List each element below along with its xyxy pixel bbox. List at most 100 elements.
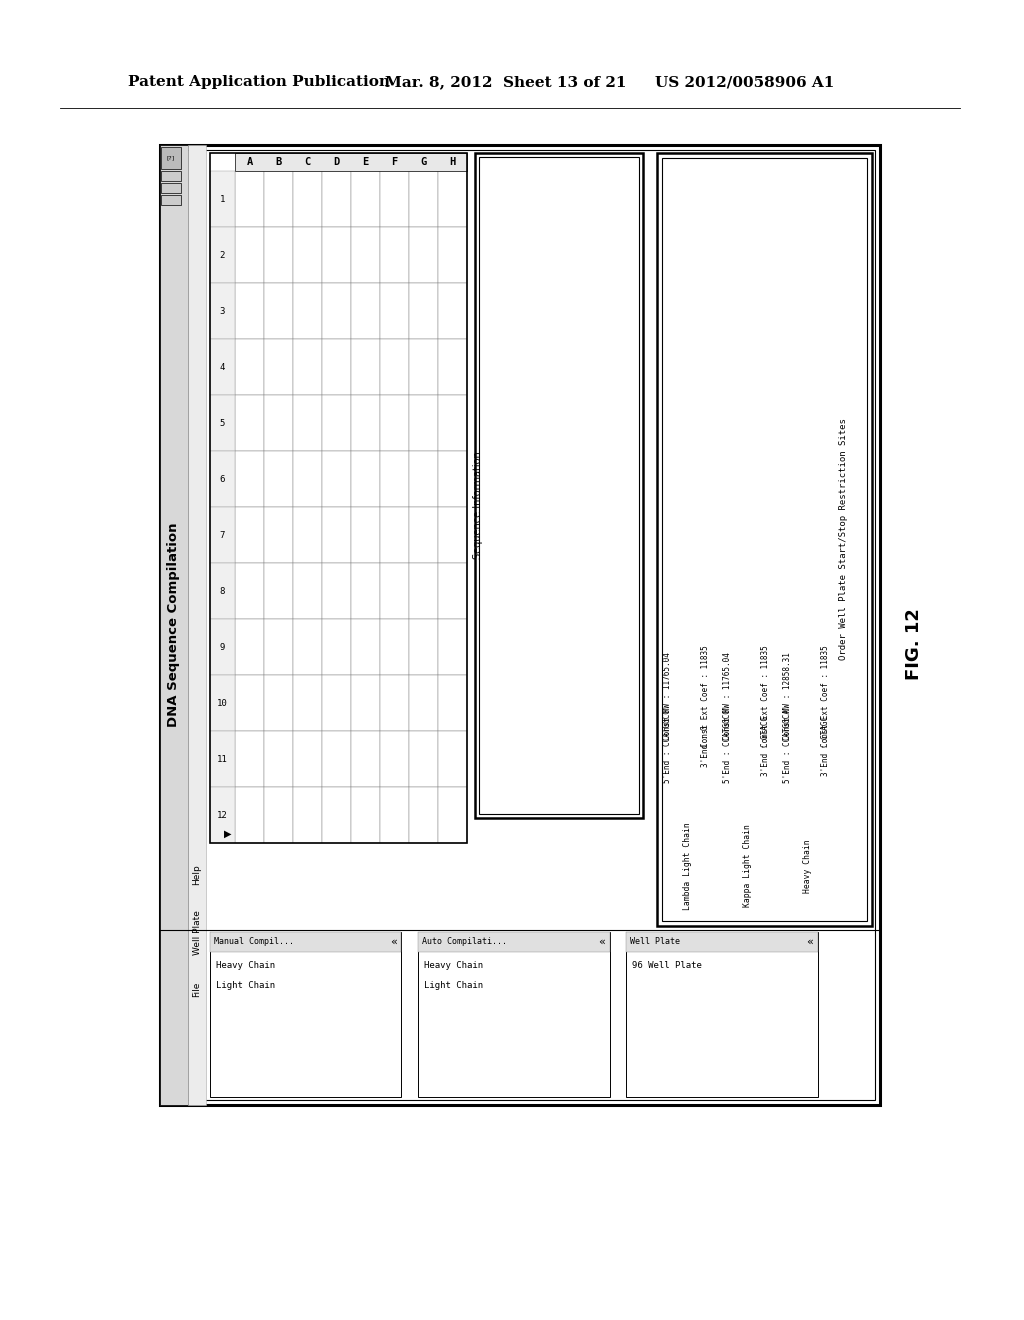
Text: Const Ext Coef : 11835: Const Ext Coef : 11835 xyxy=(761,645,769,747)
Bar xyxy=(418,932,609,1097)
Bar xyxy=(380,619,409,675)
Bar xyxy=(475,153,643,818)
Text: 8: 8 xyxy=(220,586,225,595)
Bar xyxy=(662,158,867,921)
Text: H: H xyxy=(450,157,456,168)
Text: Patent Application Publication: Patent Application Publication xyxy=(128,75,390,88)
Bar xyxy=(264,787,293,843)
Bar xyxy=(293,282,322,339)
Bar xyxy=(210,451,234,507)
Text: ▶: ▶ xyxy=(223,829,231,840)
Bar xyxy=(380,787,409,843)
Bar xyxy=(351,787,380,843)
Text: 4: 4 xyxy=(220,363,225,371)
Text: Const MW : 11765.04: Const MW : 11765.04 xyxy=(663,652,672,741)
Text: US 2012/0058906 A1: US 2012/0058906 A1 xyxy=(655,75,835,88)
Text: 3'End : CTAGC: 3'End : CTAGC xyxy=(820,715,829,776)
Bar xyxy=(293,731,322,787)
Text: FIG. 12: FIG. 12 xyxy=(905,609,923,680)
Bar xyxy=(210,675,234,731)
Text: 3'End : GTACG: 3'End : GTACG xyxy=(761,715,769,776)
Text: B: B xyxy=(275,157,282,168)
Bar xyxy=(322,731,351,787)
Text: 5'End : CCATGGCG: 5'End : CCATGGCG xyxy=(663,709,672,783)
Bar xyxy=(264,507,293,564)
Bar xyxy=(351,731,380,787)
Text: Heavy Chain: Heavy Chain xyxy=(803,840,811,892)
Text: Heavy Chain: Heavy Chain xyxy=(424,961,483,970)
Bar xyxy=(351,507,380,564)
Text: DNA Sequence Compilation: DNA Sequence Compilation xyxy=(168,523,180,727)
Bar xyxy=(438,339,467,395)
Text: Mar. 8, 2012  Sheet 13 of 21: Mar. 8, 2012 Sheet 13 of 21 xyxy=(385,75,627,88)
Bar xyxy=(409,619,438,675)
Text: 7: 7 xyxy=(220,531,225,540)
Bar xyxy=(161,183,181,193)
Bar xyxy=(210,619,234,675)
Bar xyxy=(188,145,206,1105)
Text: [?]: [?] xyxy=(167,156,175,161)
Text: 3'End : G: 3'End : G xyxy=(700,725,710,767)
Bar xyxy=(351,675,380,731)
Text: Const MW : 12858.31: Const MW : 12858.31 xyxy=(782,652,792,741)
Bar xyxy=(409,675,438,731)
Bar xyxy=(322,395,351,451)
Bar xyxy=(409,227,438,282)
Bar xyxy=(160,145,880,1105)
Bar xyxy=(264,675,293,731)
Bar xyxy=(380,507,409,564)
Bar xyxy=(351,395,380,451)
Bar xyxy=(264,395,293,451)
Text: Heavy Chain: Heavy Chain xyxy=(216,961,275,970)
Bar xyxy=(322,227,351,282)
Text: Well Plate: Well Plate xyxy=(193,909,202,954)
Bar xyxy=(322,619,351,675)
Text: 5: 5 xyxy=(220,418,225,428)
Text: 6: 6 xyxy=(220,474,225,483)
Bar xyxy=(409,339,438,395)
Bar xyxy=(210,153,467,843)
Bar xyxy=(293,507,322,564)
Bar xyxy=(322,507,351,564)
Bar xyxy=(264,282,293,339)
Text: E: E xyxy=(362,157,369,168)
Text: File: File xyxy=(193,982,202,998)
Bar xyxy=(293,564,322,619)
Bar xyxy=(234,153,467,172)
Bar xyxy=(409,395,438,451)
Bar xyxy=(351,619,380,675)
Bar xyxy=(380,339,409,395)
Text: «: « xyxy=(390,937,397,946)
Bar xyxy=(351,564,380,619)
Text: 10: 10 xyxy=(217,698,228,708)
Bar xyxy=(210,172,234,227)
Text: 5'End : CCATGGCG: 5'End : CCATGGCG xyxy=(723,709,731,783)
Bar xyxy=(161,172,181,181)
Text: Kappa Light Chain: Kappa Light Chain xyxy=(742,825,752,907)
Bar xyxy=(438,395,467,451)
Text: Auto Compilati...: Auto Compilati... xyxy=(422,937,507,946)
Text: Sequence Information: Sequence Information xyxy=(473,451,483,560)
Bar xyxy=(409,451,438,507)
Bar xyxy=(380,172,409,227)
Bar xyxy=(293,619,322,675)
Text: Const Ext Coef : 11835: Const Ext Coef : 11835 xyxy=(820,645,829,747)
Bar xyxy=(210,507,234,564)
Bar xyxy=(409,282,438,339)
Bar xyxy=(438,227,467,282)
Bar xyxy=(293,339,322,395)
Bar xyxy=(161,147,181,169)
Bar xyxy=(234,227,264,282)
Bar xyxy=(210,787,234,843)
Bar xyxy=(160,145,188,1105)
Bar xyxy=(264,564,293,619)
Bar xyxy=(264,172,293,227)
Bar xyxy=(380,731,409,787)
Bar xyxy=(351,172,380,227)
Bar xyxy=(438,172,467,227)
Bar xyxy=(438,564,467,619)
Bar xyxy=(210,731,234,787)
Text: Lambda Light Chain: Lambda Light Chain xyxy=(683,822,691,909)
Bar xyxy=(380,227,409,282)
Bar xyxy=(264,227,293,282)
